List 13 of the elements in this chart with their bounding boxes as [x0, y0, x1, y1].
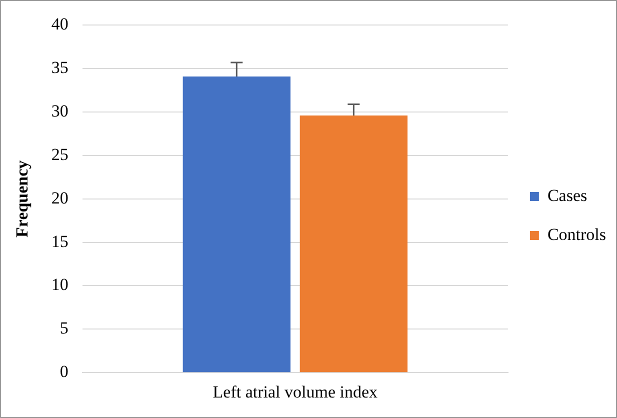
y-tick-label: 20: [51, 188, 68, 208]
y-tick-label: 5: [60, 318, 68, 338]
y-axis-title: Frequency: [12, 160, 32, 238]
y-tick-label: 25: [51, 144, 68, 164]
x-tick-label: Left atrial volume index: [212, 382, 378, 402]
y-tick-label: 0: [60, 362, 68, 382]
y-tick-label: 10: [51, 275, 68, 294]
legend-label: Controls: [547, 224, 606, 244]
y-tick-label: 40: [51, 14, 68, 34]
y-tick-label: 35: [51, 58, 68, 78]
y-tick-label: 30: [51, 102, 68, 121]
legend-label: Cases: [547, 186, 588, 205]
y-tick-label: 15: [51, 232, 68, 251]
